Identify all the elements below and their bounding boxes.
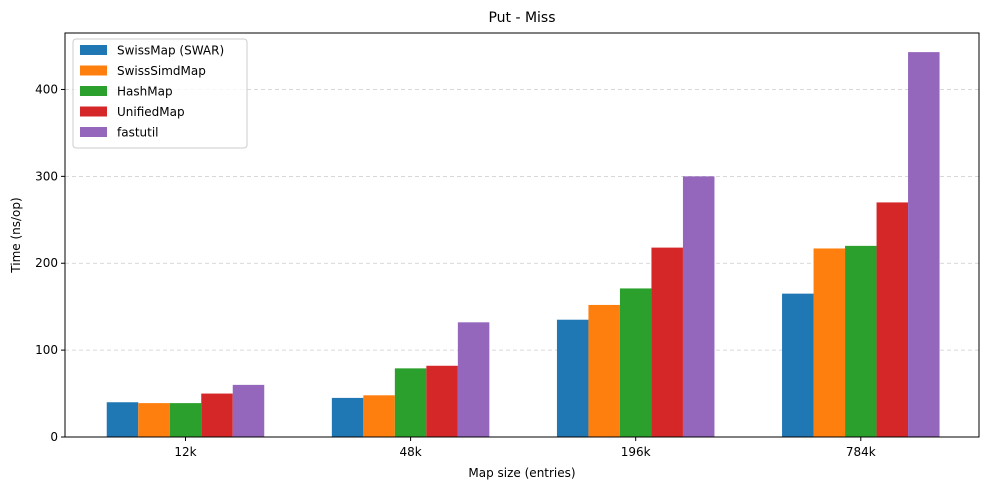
legend-swatch <box>80 127 107 137</box>
bar <box>876 202 909 437</box>
bar <box>782 293 814 437</box>
bar <box>588 304 620 437</box>
legend-swatch <box>80 106 107 117</box>
chart-title: Put - Miss <box>488 10 555 26</box>
x-axis-label: Map size (entries) <box>468 466 575 480</box>
bar <box>426 365 458 437</box>
legend-label: SwissMap (SWAR) <box>117 44 224 58</box>
bar <box>201 393 233 437</box>
grid-lines <box>65 89 979 351</box>
bar <box>813 248 846 437</box>
y-tick-label: 100 <box>35 343 58 357</box>
legend: SwissMap (SWAR) SwissSimdMap HashMap Unifie… <box>72 38 248 149</box>
bar <box>106 402 139 437</box>
y-tick-label: 400 <box>35 82 58 96</box>
legend-label: UnifiedMap <box>117 105 185 119</box>
y-tick-label: 200 <box>35 256 58 270</box>
x-axis: 12k 48k 196k 784k <box>174 437 876 459</box>
bar <box>331 397 364 437</box>
plot-frame <box>64 32 980 438</box>
bar <box>845 245 877 437</box>
x-tick-label: 12k <box>174 445 196 459</box>
bar <box>169 403 202 437</box>
bar <box>232 384 265 437</box>
x-tick-label: 48k <box>399 445 421 459</box>
bar <box>682 176 715 437</box>
legend-label: SwissSimdMap <box>117 64 206 78</box>
legend-box <box>72 38 248 149</box>
bar <box>394 368 427 437</box>
legend-label: HashMap <box>117 85 173 99</box>
y-tick-label: 300 <box>35 169 58 183</box>
legend-swatch <box>80 45 107 55</box>
y-axis-label: Time (ns/op) <box>9 197 23 273</box>
bar <box>651 247 683 437</box>
x-tick-label: 196k <box>621 445 651 459</box>
bar <box>619 288 652 437</box>
bar <box>363 395 395 437</box>
bar <box>457 322 490 437</box>
bars-group <box>106 52 940 437</box>
bar <box>556 319 589 437</box>
x-tick-label: 784k <box>846 445 876 459</box>
bar <box>138 403 170 437</box>
legend-label: fastutil <box>117 126 159 140</box>
y-tick-label: 0 <box>50 430 58 444</box>
bar <box>908 52 940 437</box>
legend-swatch <box>80 65 107 76</box>
y-axis: 0 100 200 300 400 <box>35 82 65 444</box>
legend-swatch <box>80 86 107 96</box>
